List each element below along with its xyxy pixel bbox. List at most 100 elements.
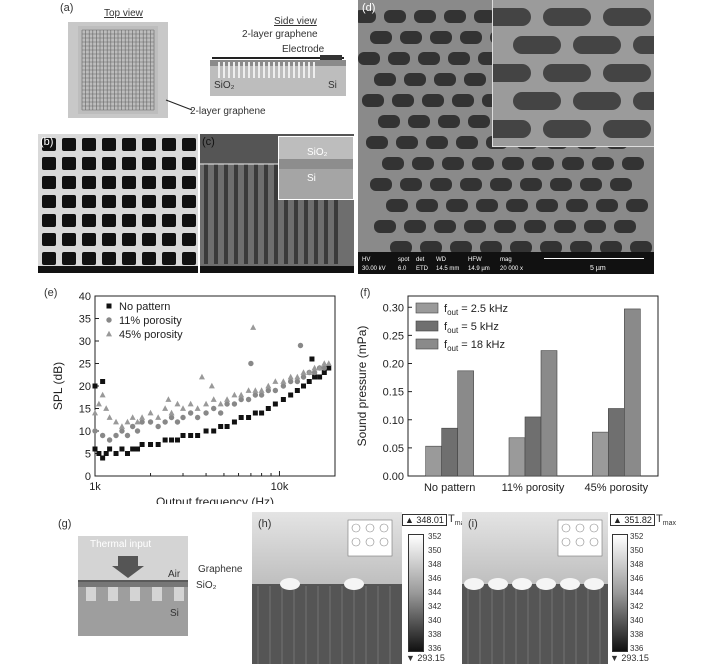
data-point-square [301,383,307,389]
data-point-triangle [311,364,318,371]
colorbar-tick: 348 [428,560,442,569]
legend-entry: 11% porosity [119,315,182,327]
data-point-circle [231,401,238,407]
sio2-strip [78,582,188,587]
data-point-square [312,374,318,380]
series-circle [92,342,328,443]
colorbar-tick: 352 [428,532,442,541]
data-point-circle [147,419,154,425]
panel-a-label: (a) [60,2,74,14]
data-point-square [317,374,323,380]
data-point-square [231,419,237,425]
bar [524,416,542,477]
data-point-square [252,410,258,416]
y-tick-label: 5 [85,449,91,461]
colorbar-tick: 338 [428,630,442,639]
sem-info-header: WD [436,257,447,263]
data-point-circle [258,392,265,398]
colorbar-tick: 344 [630,588,644,597]
colorbar-tick: 338 [630,630,644,639]
data-point-square [306,379,312,384]
data-point-triangle [139,414,146,420]
legend-entry: 45% porosity [119,329,183,341]
data-point-square [321,370,327,375]
colorbar-tick: 344 [428,588,442,597]
colorbar-tick: 340 [428,616,442,625]
data-point-triangle [300,369,307,375]
data-point-square [103,451,109,456]
panel-i: (i) ▲ 351.82 Tmax 352 350 348 346 344 342 340 3… [462,512,682,664]
data-point-square [224,424,230,429]
data-point-square [100,379,106,384]
data-point-circle [99,432,106,439]
sem-info-bar-c [200,266,354,273]
colorbar-tick: 336 [630,644,644,653]
legend-swatch [415,320,439,332]
bottom-layer-label: 2-layer graphene [190,106,266,117]
data-point-square [135,446,141,452]
data-point-square [280,397,286,402]
data-point-circle [174,419,181,425]
data-point-circle [162,419,168,425]
tmax-sub-i: max [662,520,676,528]
y-tick-label: 30 [79,336,91,348]
data-point-circle [203,410,209,416]
legend-swatch [415,338,439,350]
data-point-square [211,428,217,434]
data-point-triangle [287,373,294,380]
sio2-label-g: SiO₂ [196,580,217,591]
data-point-triangle [168,409,175,416]
data-point-circle [280,383,287,389]
y-tick-label: 0.25 [383,330,404,342]
colorbar-tick: 348 [630,560,644,569]
data-point-triangle [162,405,169,411]
temperature-field-h [252,512,402,664]
data-point-triangle [224,396,231,402]
tmax-symbol-h: T [448,513,455,525]
data-point-triangle [250,324,257,330]
thermal-input-label: Thermal input [90,539,152,550]
data-point-circle [187,410,194,416]
data-point-square [92,446,98,452]
side-view-title: Side view [274,16,317,27]
data-point-square [92,383,98,389]
data-point-square [265,406,271,411]
data-point-triangle [95,400,102,407]
data-point-circle [129,423,136,430]
data-point-square [246,415,252,420]
magnified-inset [492,0,654,147]
data-point-triangle [92,409,98,416]
scale-bar-label: 5 µm [590,265,606,272]
data-point-circle [194,414,201,421]
graphene-label: Graphene [198,564,243,575]
y-tick-label: 0.20 [383,359,404,371]
top-view-diagram [68,22,168,118]
data-point-triangle [155,414,162,420]
bar [508,437,526,477]
sem-info-value: 20 000 x [500,266,523,272]
bar [540,350,558,477]
data-point-triangle [106,330,112,337]
data-point-circle [238,396,244,403]
thermal-schematic [78,536,188,636]
panel-e-label: (e) [44,287,57,299]
tmax-value-h: ▲ 348.01 [405,515,444,525]
data-point-circle [106,317,112,323]
bar [608,408,625,477]
y-tick-label: 40 [79,291,91,303]
data-point-circle [287,378,294,385]
y-tick-label: 0.30 [383,302,404,314]
colorbar-tick: 350 [630,546,644,555]
top-view-grid [81,29,155,111]
x-tick-label: 1k [89,481,101,493]
data-point-square [139,442,145,447]
pointer-arrow-icon [165,99,193,111]
data-point-triangle [210,396,217,402]
y-tick-label: 0.00 [383,471,404,483]
data-point-circle [272,387,279,394]
tmax-value-i: ▲ 351.82 [613,515,652,525]
colorbar-tick: 336 [428,644,442,653]
data-point-square [309,356,315,362]
data-point-circle [300,374,307,380]
electrode-label: Electrode [282,44,325,55]
